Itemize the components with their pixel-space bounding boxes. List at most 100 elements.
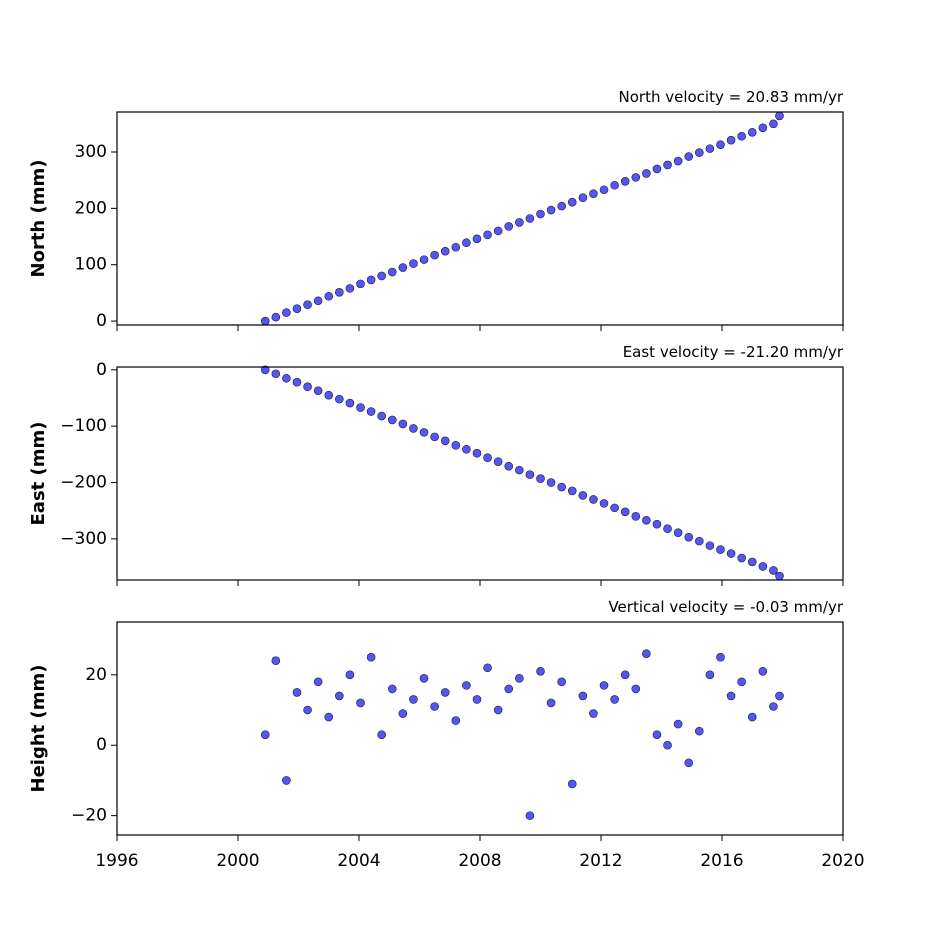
data-point xyxy=(409,424,418,433)
y-tick-label: 200 xyxy=(75,198,107,218)
data-point xyxy=(398,419,408,429)
data-point xyxy=(589,709,598,718)
data-point xyxy=(769,119,778,129)
data-point xyxy=(546,698,556,708)
data-point xyxy=(282,373,291,383)
data-point xyxy=(377,730,386,739)
data-point xyxy=(451,716,461,725)
data-point xyxy=(430,432,439,442)
data-point xyxy=(335,394,344,404)
data-point xyxy=(366,652,376,662)
data-point xyxy=(260,365,270,375)
panel-title: East velocity = -21.20 mm/yr xyxy=(623,343,844,361)
data-point xyxy=(557,677,566,687)
data-point xyxy=(430,250,439,260)
y-axis-label: North (mm) xyxy=(28,160,49,278)
data-point xyxy=(387,267,397,277)
data-point xyxy=(747,712,757,722)
data-point xyxy=(737,553,746,563)
data-point xyxy=(493,226,503,236)
data-point xyxy=(546,205,556,215)
data-point xyxy=(324,390,334,400)
data-point xyxy=(567,486,577,496)
data-point xyxy=(345,284,355,293)
data-point xyxy=(409,695,418,704)
data-point xyxy=(758,562,768,571)
data-point xyxy=(737,131,746,141)
data-point xyxy=(525,214,535,223)
data-point xyxy=(409,259,418,268)
data-point xyxy=(313,296,323,306)
y-axis-label: East (mm) xyxy=(28,422,49,526)
data-point xyxy=(292,377,302,387)
data-point xyxy=(610,695,619,704)
data-point xyxy=(536,474,545,483)
data-point xyxy=(631,512,641,521)
data-point xyxy=(472,695,482,704)
data-point xyxy=(557,482,566,492)
data-point xyxy=(303,300,312,310)
data-point xyxy=(271,312,281,322)
y-tick-label: −100 xyxy=(60,416,107,436)
x-tick-label: 1996 xyxy=(95,851,138,871)
data-point xyxy=(324,712,334,722)
data-point xyxy=(684,758,694,768)
data-point xyxy=(493,457,503,466)
data-point xyxy=(599,499,609,508)
data-point xyxy=(673,719,683,729)
y-axis-label: Height (mm) xyxy=(28,665,49,793)
y-tick-label: −200 xyxy=(60,473,107,493)
data-point xyxy=(737,677,746,687)
data-point xyxy=(335,288,344,297)
y-tick-label: 300 xyxy=(75,142,107,162)
y-tick-label: −300 xyxy=(60,529,107,549)
data-point xyxy=(684,532,694,542)
data-point xyxy=(525,811,535,820)
data-point xyxy=(303,382,312,392)
data-point xyxy=(695,148,704,157)
data-point xyxy=(377,271,386,281)
data-point xyxy=(366,275,376,285)
data-point xyxy=(419,428,429,437)
data-point xyxy=(652,730,662,739)
x-tick-label: 2016 xyxy=(700,851,743,871)
data-point xyxy=(536,666,545,676)
data-point xyxy=(589,189,598,199)
data-point xyxy=(313,386,323,395)
data-point xyxy=(695,726,704,736)
data-point xyxy=(303,705,312,715)
data-point xyxy=(525,470,535,479)
data-point xyxy=(377,411,386,421)
data-point xyxy=(345,670,355,680)
data-point xyxy=(673,528,683,537)
data-point xyxy=(451,441,461,450)
data-point xyxy=(599,681,609,690)
data-point xyxy=(536,209,545,219)
data-point xyxy=(716,545,725,554)
data-point xyxy=(610,180,619,190)
data-point xyxy=(769,566,778,575)
data-point xyxy=(726,135,736,145)
data-point xyxy=(493,705,503,715)
data-point xyxy=(578,193,588,202)
data-point xyxy=(419,674,429,683)
data-point xyxy=(716,140,725,149)
data-point xyxy=(758,123,768,133)
data-point xyxy=(610,503,619,513)
x-tick-label: 2012 xyxy=(579,851,622,871)
data-point xyxy=(567,779,577,789)
data-point xyxy=(747,557,757,567)
data-point xyxy=(663,740,672,750)
data-point xyxy=(271,369,281,379)
axes-frame xyxy=(116,111,844,326)
data-point xyxy=(705,144,715,153)
y-tick-label: 100 xyxy=(75,255,107,275)
x-tick-label: 2000 xyxy=(216,851,259,871)
axes-frame xyxy=(116,621,844,836)
data-point xyxy=(387,415,397,425)
data-point xyxy=(504,222,514,231)
data-point xyxy=(515,465,524,475)
data-point xyxy=(462,681,471,690)
data-point xyxy=(504,684,514,694)
data-point xyxy=(631,173,641,182)
